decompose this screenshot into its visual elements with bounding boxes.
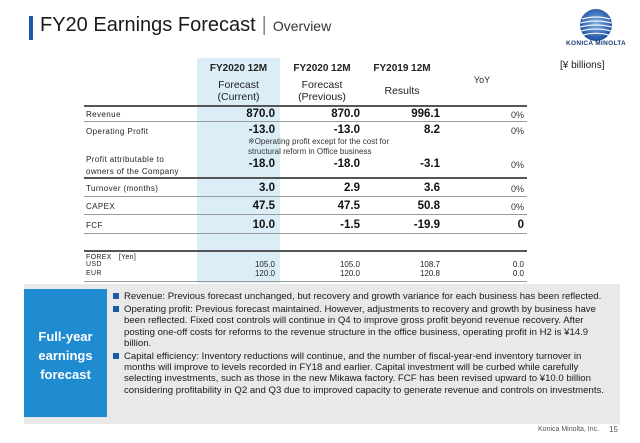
operating-profit-current: -13.0	[248, 124, 275, 136]
table-bottom-rule	[84, 281, 527, 282]
bullet-text-operating-profit: Operating profit: Previous forecast main…	[124, 304, 596, 349]
usd-yoy: 0.0	[512, 260, 524, 269]
capex-yoy: 0%	[510, 202, 524, 212]
operating-profit-results: 8.2	[424, 124, 440, 136]
table-header-rule	[84, 105, 527, 107]
row-divider-strong	[84, 177, 527, 179]
unit-label: [¥ billions]	[560, 60, 605, 71]
col-head-previous-sub1: Forecast	[301, 79, 343, 91]
row-label-profit-attributable-1: Profit attributable to	[86, 155, 165, 164]
turnover-current: 3.0	[259, 182, 275, 194]
konica-minolta-logo	[580, 9, 612, 41]
forex-usd-label: USD	[86, 261, 102, 268]
col-head-current-sub2: (Current)	[217, 91, 260, 103]
revenue-yoy: 0%	[510, 110, 524, 120]
title-separator: |	[261, 14, 267, 36]
fcf-current: 10.0	[252, 219, 275, 231]
page-number: 15	[609, 425, 618, 434]
capex-current: 47.5	[252, 200, 275, 212]
row-label-fcf: FCF	[86, 221, 103, 230]
turnover-previous: 2.9	[344, 182, 360, 194]
bullet-item: Operating profit: Previous forecast main…	[112, 304, 612, 349]
row-label-profit-attributable-2: owners of the Company	[86, 167, 179, 176]
side-panel-label: Full-year earnings forecast	[24, 327, 107, 384]
bullet-text-revenue: Revenue: Previous forecast unchanged, bu…	[124, 291, 602, 302]
operating-profit-note: ※Operating profit except for the cost fo…	[248, 137, 428, 157]
usd-current: 105.0	[254, 260, 275, 269]
square-bullet-icon	[113, 353, 119, 360]
row-divider	[84, 214, 527, 215]
fcf-previous: -1.5	[340, 219, 360, 231]
capex-results: 50.8	[417, 200, 440, 212]
page-title: FY20 Earnings Forecast | Overview	[40, 14, 331, 37]
row-divider	[84, 121, 527, 122]
eur-results: 120.8	[419, 269, 440, 278]
revenue-current: 870.0	[246, 108, 275, 120]
profit-attributable-yoy: 0%	[510, 160, 524, 170]
title-subtitle: Overview	[272, 18, 332, 34]
eur-current: 120.0	[254, 269, 275, 278]
side-panel-line-2: earnings	[38, 348, 93, 363]
col-head-previous-period: FY2020 12M	[293, 63, 351, 74]
note-line-2: structural reform in Office business	[248, 147, 372, 156]
header-bar	[0, 0, 640, 55]
profit-attributable-current: -18.0	[248, 158, 275, 170]
col-head-results-period: FY2019 12M	[373, 63, 431, 74]
logo-wordmark: KONICA MINOLTA	[565, 40, 627, 47]
bullet-item: Capital efficiency: Inventory reductions…	[112, 351, 612, 396]
turnover-yoy: 0%	[510, 184, 524, 194]
square-bullet-icon	[113, 293, 119, 299]
row-label-capex: CAPEX	[86, 202, 116, 211]
forex-rule	[84, 250, 527, 252]
title-accent-bar	[29, 16, 33, 40]
note-line-1: ※Operating profit except for the cost fo…	[248, 137, 389, 146]
current-forecast-column-highlight	[197, 58, 280, 283]
profit-attributable-previous: -18.0	[333, 158, 360, 170]
col-head-yoy: YoY	[473, 75, 491, 85]
operating-profit-previous: -13.0	[333, 124, 360, 136]
row-divider	[84, 196, 527, 197]
row-label-turnover: Turnover (months)	[86, 184, 159, 193]
bullet-item: Revenue: Previous forecast unchanged, bu…	[112, 291, 612, 302]
revenue-results: 996.1	[411, 108, 440, 120]
row-divider	[84, 233, 527, 234]
revenue-previous: 870.0	[331, 108, 360, 120]
footer-company: Konica Minolta, Inc.	[538, 426, 600, 433]
col-head-current-period: FY2020 12M	[209, 63, 268, 74]
fcf-yoy: 0	[517, 219, 524, 231]
forex-eur-label: EUR	[86, 270, 102, 277]
square-bullet-icon	[113, 306, 119, 313]
usd-previous: 105.0	[339, 260, 360, 269]
capex-previous: 47.5	[337, 200, 360, 212]
usd-results: 108.7	[419, 260, 440, 269]
col-head-current-sub1: Forecast	[218, 79, 259, 91]
operating-profit-yoy: 0%	[510, 126, 524, 136]
col-head-results-sub: Results	[384, 85, 420, 97]
side-panel-line-3: forecast	[40, 367, 91, 382]
profit-attributable-results: -3.1	[420, 158, 440, 170]
eur-previous: 120.0	[339, 269, 360, 278]
row-label-operating-profit: Operating Profit	[86, 127, 149, 136]
commentary-bullets: Revenue: Previous forecast unchanged, bu…	[112, 291, 612, 398]
eur-yoy: 0.0	[512, 269, 524, 278]
commentary-box	[24, 284, 620, 424]
row-label-revenue: Revenue	[86, 110, 121, 119]
col-head-previous-sub2: (Previous)	[298, 91, 346, 103]
turnover-results: 3.6	[424, 182, 440, 194]
side-panel	[24, 289, 107, 417]
title-text: FY20 Earnings Forecast	[40, 14, 256, 36]
bullet-text-capital-efficiency: Capital efficiency: Inventory reductions…	[124, 351, 604, 396]
side-panel-line-1: Full-year	[38, 329, 93, 344]
fcf-results: -19.9	[413, 219, 440, 231]
forex-label: FOREX [Yen]	[86, 254, 137, 261]
